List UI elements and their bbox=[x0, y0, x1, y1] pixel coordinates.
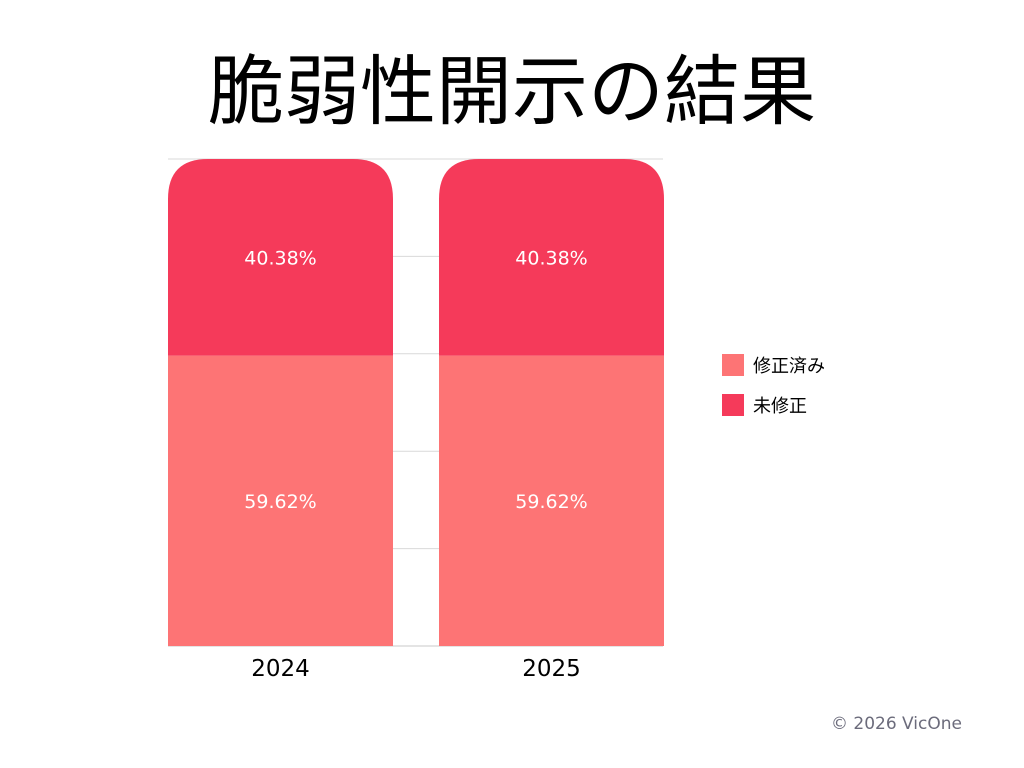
bar-segment bbox=[168, 355, 393, 646]
bar-segment bbox=[168, 159, 393, 356]
data-label: 40.38% bbox=[244, 247, 316, 269]
data-label: 59.62% bbox=[515, 491, 587, 513]
data-label: 40.38% bbox=[515, 247, 587, 269]
legend-label: 修正済み bbox=[753, 356, 825, 377]
bars bbox=[168, 159, 664, 646]
legend-swatch bbox=[722, 354, 744, 376]
x-tick-label: 2025 bbox=[522, 656, 581, 682]
copyright: © 2026 VicOne bbox=[830, 714, 962, 734]
data-labels: 59.62% 40.38% 59.62% 40.38% bbox=[244, 247, 587, 513]
bar-segment bbox=[439, 355, 664, 646]
x-tick-label: 2024 bbox=[251, 656, 310, 682]
chart-title: 脆弱性開示の結果 bbox=[208, 47, 816, 136]
data-label: 59.62% bbox=[244, 491, 316, 513]
legend-label: 未修正 bbox=[753, 396, 807, 417]
legend-swatch bbox=[722, 394, 744, 416]
bar-segment bbox=[439, 159, 664, 356]
x-axis-ticks: 2024 2025 bbox=[251, 656, 581, 682]
